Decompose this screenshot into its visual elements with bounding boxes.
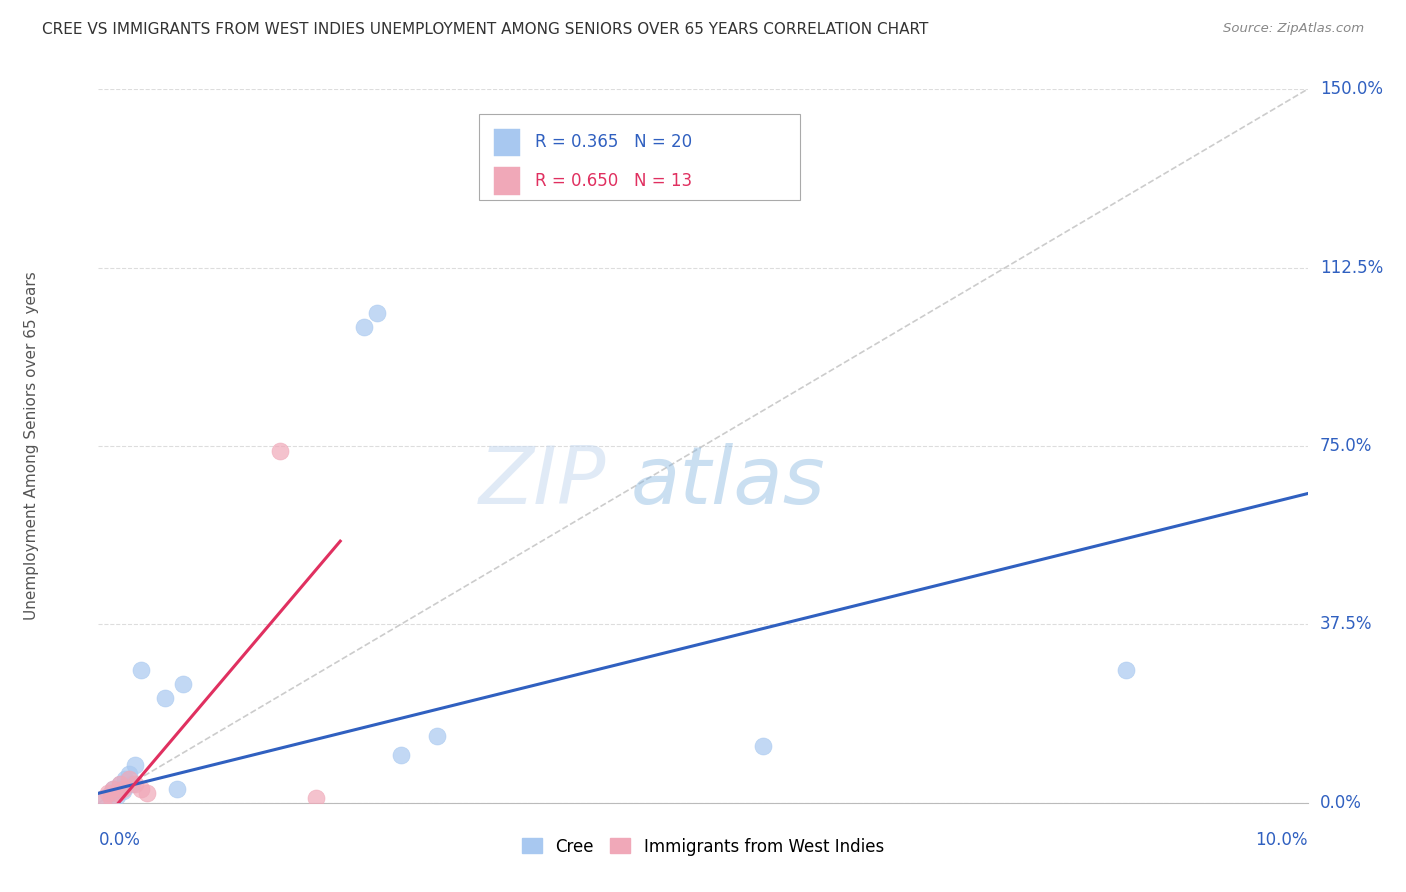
Point: [111, 784, 134, 798]
Point: [93, 791, 115, 805]
Point: [93, 791, 115, 805]
Point: [129, 663, 152, 677]
Point: [166, 781, 188, 796]
Point: [118, 767, 141, 781]
Text: 0.0%: 0.0%: [1320, 794, 1361, 812]
Text: 10.0%: 10.0%: [1256, 831, 1308, 849]
Point: [1115, 663, 1137, 677]
Text: R = 0.365   N = 20: R = 0.365 N = 20: [534, 134, 692, 152]
Point: [305, 791, 328, 805]
Point: [114, 772, 136, 786]
Text: 150.0%: 150.0%: [1320, 80, 1382, 98]
Point: [100, 791, 122, 805]
Text: 37.5%: 37.5%: [1320, 615, 1372, 633]
Point: [121, 777, 143, 791]
Text: 75.0%: 75.0%: [1320, 437, 1372, 455]
Point: [129, 781, 152, 796]
Point: [153, 691, 176, 706]
Point: [426, 729, 449, 743]
Text: R = 0.650   N = 13: R = 0.650 N = 13: [534, 172, 692, 190]
Point: [172, 677, 194, 691]
Text: ZIP: ZIP: [479, 442, 606, 521]
Point: [124, 777, 146, 791]
Point: [101, 781, 124, 796]
Legend: Cree, Immigrants from West Indies: Cree, Immigrants from West Indies: [515, 831, 891, 863]
Text: atlas: atlas: [630, 442, 825, 521]
Text: Unemployment Among Seniors over 65 years: Unemployment Among Seniors over 65 years: [24, 272, 39, 620]
Point: [118, 772, 141, 786]
Point: [97, 786, 120, 800]
Point: [108, 777, 131, 791]
Point: [353, 320, 375, 334]
Point: [101, 781, 124, 796]
Text: 112.5%: 112.5%: [1320, 259, 1384, 277]
Point: [752, 739, 775, 753]
Text: Source: ZipAtlas.com: Source: ZipAtlas.com: [1223, 22, 1364, 36]
Point: [135, 786, 157, 800]
Point: [124, 757, 146, 772]
FancyBboxPatch shape: [494, 128, 520, 156]
FancyBboxPatch shape: [479, 114, 800, 200]
Point: [108, 777, 131, 791]
Point: [105, 789, 128, 803]
Point: [269, 443, 291, 458]
Text: CREE VS IMMIGRANTS FROM WEST INDIES UNEMPLOYMENT AMONG SENIORS OVER 65 YEARS COR: CREE VS IMMIGRANTS FROM WEST INDIES UNEM…: [42, 22, 928, 37]
FancyBboxPatch shape: [494, 168, 520, 194]
Text: 0.0%: 0.0%: [98, 831, 141, 849]
Point: [111, 781, 134, 796]
Point: [366, 306, 388, 320]
Point: [105, 786, 128, 800]
Point: [389, 748, 412, 763]
Point: [100, 786, 122, 800]
